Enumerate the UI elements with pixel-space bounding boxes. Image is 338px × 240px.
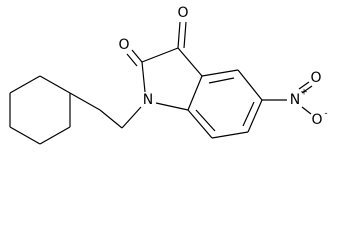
atom-label: O <box>310 70 321 86</box>
atom-labels: O O N N + O O - <box>118 5 327 128</box>
atom-label: O <box>118 37 129 53</box>
charge: + <box>300 88 308 98</box>
page: {"atoms": {"o_c3": "O", "o_c2": "O", "n1… <box>9 5 328 145</box>
atom-label: N <box>143 92 153 108</box>
charge: - <box>324 109 327 119</box>
bonds <box>9 21 313 145</box>
atom-label: O <box>311 112 322 128</box>
molecule: O O N N + O O - <box>9 5 328 145</box>
atom-label: O <box>177 5 188 21</box>
atom-label: N <box>290 92 300 108</box>
